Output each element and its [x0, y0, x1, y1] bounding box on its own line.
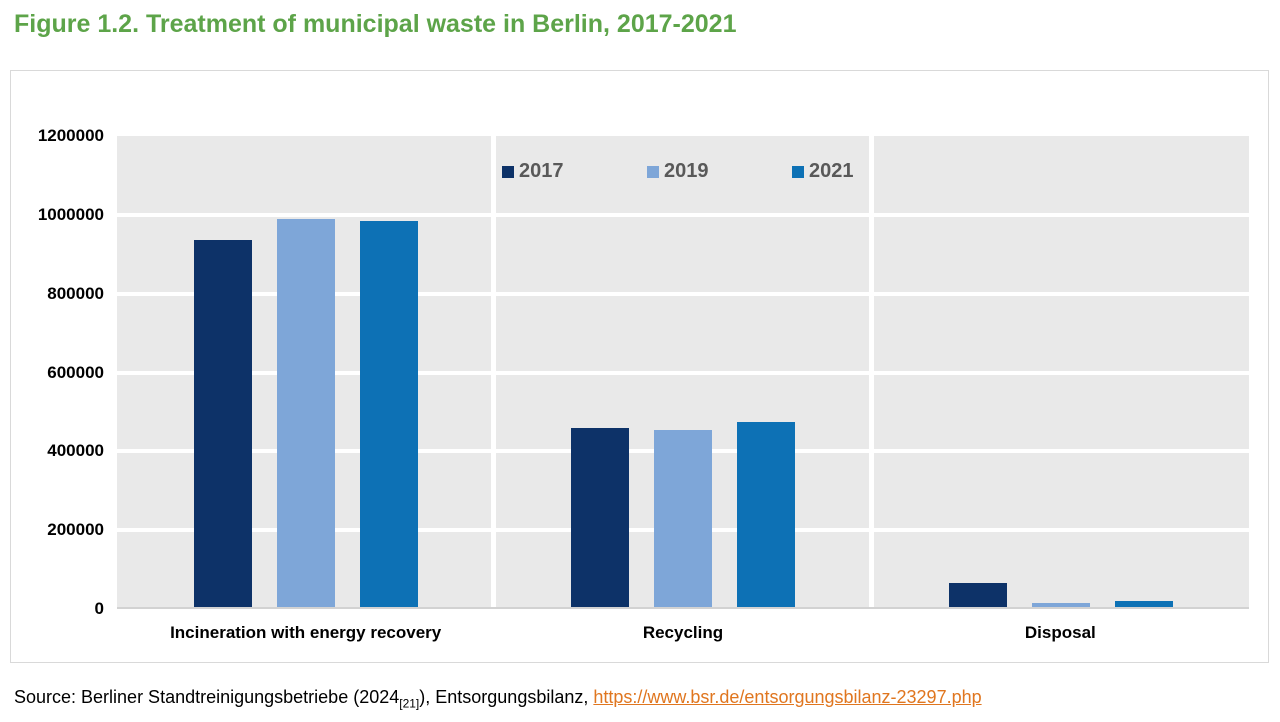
- y-axis-tick-label: 400000: [47, 441, 104, 461]
- gridline: [117, 212, 1249, 217]
- x-axis-category-label: Disposal: [1024, 623, 1096, 642]
- bar-2017-category-2: [948, 583, 1007, 607]
- y-axis-tick-label: 600000: [47, 362, 104, 382]
- x-axis-labels: Incineration with energy recovery Recycli…: [117, 623, 1249, 643]
- bar-2019-category-1: [653, 430, 712, 607]
- bar-2021-category-0: [359, 221, 418, 607]
- y-axis: 1200000 1000000 800000 600000 400000 200000 0: [11, 126, 104, 618]
- source-citation-subscript: [21]: [399, 696, 420, 711]
- figure-title: Figure 1.2. Treatment of municipal waste…: [14, 10, 737, 38]
- panel-separator: [869, 136, 874, 607]
- x-axis-category-label: Incineration with energy recovery: [170, 623, 442, 642]
- source-link[interactable]: https://www.bsr.de/entsorgungsbilanz-232…: [593, 687, 982, 707]
- category-panel: [872, 136, 1249, 607]
- y-axis-tick-label: 800000: [47, 283, 104, 303]
- legend-swatch-icon: [502, 165, 514, 178]
- bar-group: [117, 136, 494, 607]
- gridline: [117, 370, 1249, 375]
- bar-group: [494, 136, 871, 607]
- y-axis-tick-label: 0: [94, 599, 104, 618]
- bar-2017-category-0: [193, 240, 252, 607]
- gridline: [117, 291, 1249, 296]
- chart-container: 1200000 1000000 800000 600000 400000 200000 0 …: [10, 70, 1269, 663]
- y-axis-tick-label: 1000000: [37, 204, 104, 224]
- y-axis-tick-label: 200000: [47, 520, 104, 540]
- legend-label: 2017: [519, 160, 564, 182]
- bar-2019-category-0: [276, 219, 335, 607]
- panel-separator: [491, 136, 496, 607]
- x-axis-category-label: Recycling: [642, 623, 724, 642]
- legend-label: 2019: [664, 160, 709, 182]
- source-text: Source: Berliner Standtreinigungsbetrieb…: [14, 687, 400, 707]
- plot-area: 2017 2019 2021: [117, 136, 1249, 609]
- source-text-continued: ), Entsorgungsbilanz,: [419, 687, 594, 707]
- bar-2019-category-2: [1031, 603, 1090, 607]
- legend-label: 2021: [809, 160, 854, 182]
- legend-swatch-icon: [647, 165, 659, 178]
- bar-2021-category-1: [736, 422, 795, 607]
- legend-item-2021: 2021: [792, 160, 854, 183]
- bar-group: [872, 136, 1249, 607]
- y-axis-tick-label: 1200000: [37, 126, 104, 145]
- legend-swatch-icon: [792, 165, 804, 178]
- category-panel: [117, 136, 494, 607]
- bar-2021-category-2: [1114, 601, 1173, 607]
- legend-item-2017: 2017: [502, 160, 564, 183]
- legend-item-2019: 2019: [647, 160, 709, 183]
- source-note: Source: Berliner Standtreinigungsbetrieb…: [14, 687, 982, 711]
- category-panel: [494, 136, 871, 607]
- bar-2017-category-1: [570, 428, 629, 607]
